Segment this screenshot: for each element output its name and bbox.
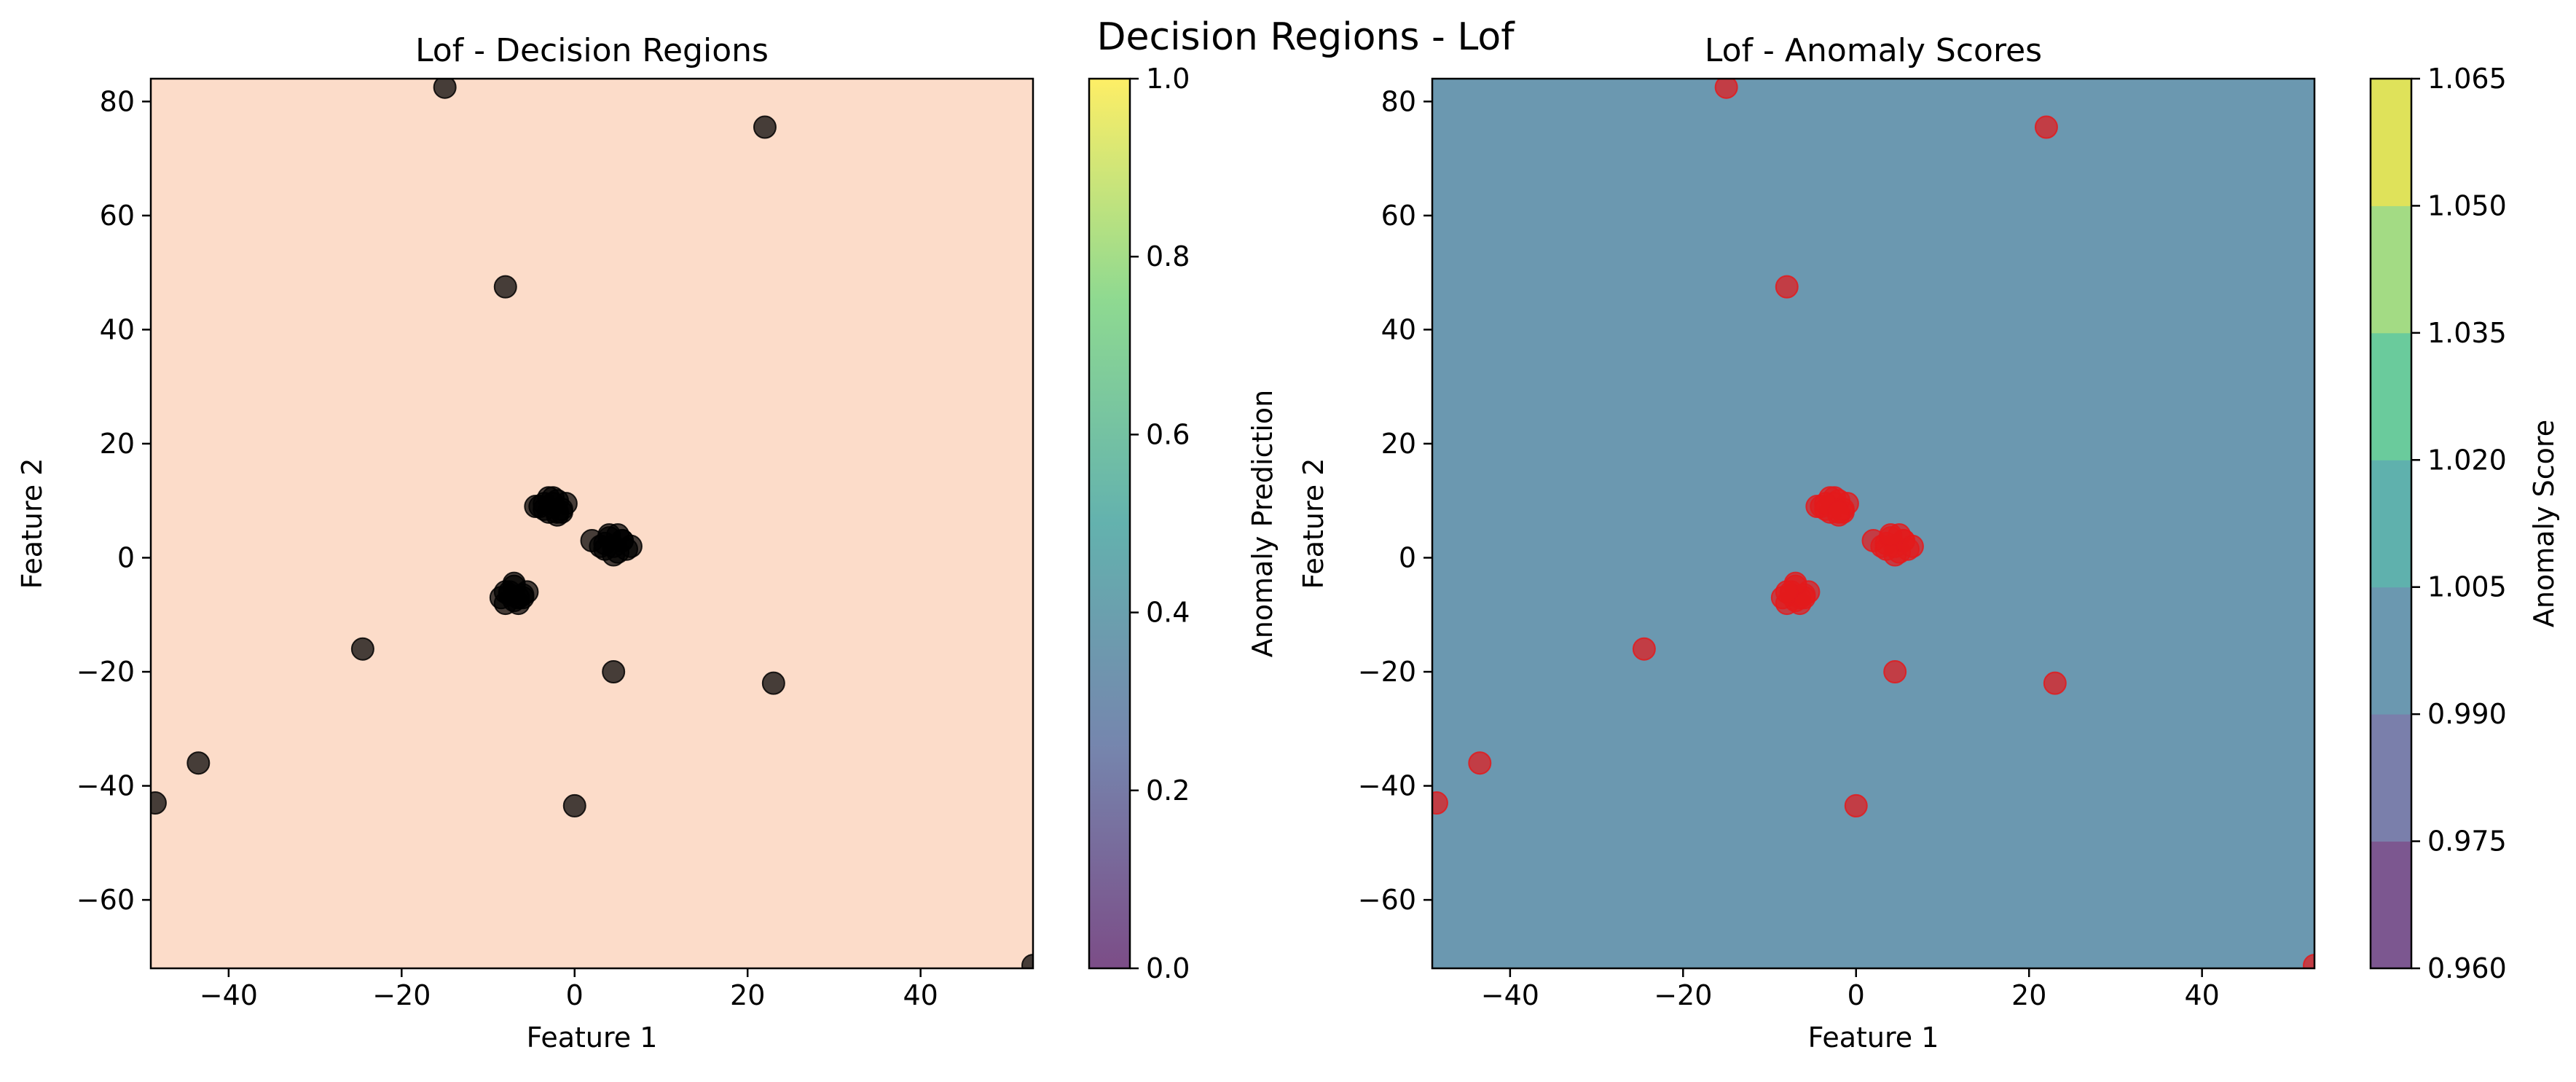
colorbar-level bbox=[2371, 714, 2411, 842]
colorbar-frame bbox=[1088, 77, 1131, 970]
data-point bbox=[1021, 954, 1033, 968]
colorbar-tick-label: 0.6 bbox=[1146, 418, 1190, 450]
data-point bbox=[1900, 534, 1924, 558]
y-axis-label: Feature 2 bbox=[1297, 458, 1330, 589]
colorbar-level bbox=[2371, 841, 2411, 969]
data-points bbox=[1432, 79, 2314, 968]
colorbar-level bbox=[2371, 79, 2411, 206]
y-tick-label: 80 bbox=[100, 85, 135, 117]
y-tick-label: 0 bbox=[117, 541, 135, 573]
y-tick-label: −20 bbox=[1358, 656, 1416, 688]
colorbar-tick-label: 0.2 bbox=[1146, 775, 1190, 807]
data-point bbox=[1827, 500, 1851, 524]
y-tick-label: −60 bbox=[1358, 884, 1416, 916]
data-points bbox=[151, 79, 1033, 968]
data-point bbox=[433, 79, 457, 99]
y-tick-label: −40 bbox=[1358, 770, 1416, 802]
data-point bbox=[2034, 115, 2058, 139]
y-tick-label: 40 bbox=[100, 313, 135, 345]
x-tick-label: −40 bbox=[1481, 979, 1539, 1011]
colorbar-tick-label: 1.0 bbox=[1146, 63, 1190, 95]
data-point bbox=[2303, 954, 2314, 968]
colorbar-label: Anomaly Score bbox=[2528, 420, 2560, 627]
colorbar-level bbox=[2371, 332, 2411, 460]
data-point bbox=[761, 671, 785, 695]
colorbar-frame bbox=[2369, 77, 2413, 970]
colorbar-tick-label: 1.020 bbox=[2427, 444, 2507, 476]
y-tick-label: −20 bbox=[76, 656, 135, 688]
data-point bbox=[753, 115, 777, 139]
chart-panel-1: −40 −20 0 20 40 −60 −40 −20 0 20 40 60 80 Lof - Decis… bbox=[16, 32, 1279, 1054]
data-point bbox=[602, 660, 626, 683]
y-tick-label: −60 bbox=[76, 884, 135, 916]
colorbar-tick-label: 0.975 bbox=[2427, 826, 2507, 858]
decision-region-background bbox=[1432, 79, 2314, 968]
figure-suptitle: Decision Regions - Lof bbox=[1096, 15, 1515, 59]
data-point bbox=[619, 534, 643, 558]
data-point bbox=[1432, 791, 1448, 815]
colorbar-tick-label: 0.8 bbox=[1146, 240, 1190, 273]
y-tick-label: 60 bbox=[100, 200, 135, 232]
data-point bbox=[597, 523, 621, 547]
y-tick-label: 40 bbox=[1381, 313, 1416, 345]
colorbar-tick-label: 1.065 bbox=[2427, 63, 2507, 95]
chart-title: Lof - Anomaly Scores bbox=[1705, 32, 2042, 69]
x-axis-label: Feature 1 bbox=[527, 1022, 658, 1054]
x-tick-label: 20 bbox=[730, 979, 765, 1011]
x-tick-label: 40 bbox=[2184, 979, 2219, 1011]
x-tick-label: −20 bbox=[372, 979, 431, 1011]
data-point bbox=[1883, 660, 1907, 683]
colorbar-level bbox=[2371, 205, 2411, 334]
x-tick-label: 20 bbox=[2011, 979, 2046, 1011]
y-tick-label: 20 bbox=[100, 428, 135, 460]
decision-region-background bbox=[151, 79, 1033, 968]
data-point bbox=[1844, 793, 1868, 818]
x-tick-label: −20 bbox=[1654, 979, 1712, 1011]
colorbar-label: Anomaly Prediction bbox=[1246, 390, 1279, 658]
y-tick-label: 20 bbox=[1381, 428, 1416, 460]
chart-panel-2: −40 −20 0 20 40 −60 −40 −20 0 20 40 60 80 Lof - Anoma… bbox=[1297, 32, 2560, 1054]
data-point bbox=[151, 791, 167, 815]
colorbar-tick-label: 0.4 bbox=[1146, 597, 1190, 629]
colorbar-tick-label: 0.960 bbox=[2427, 952, 2507, 984]
plot-frame bbox=[1431, 77, 2316, 970]
colorbar: 0.0 0.2 0.4 0.6 0.8 1.0 Anomaly Prediction bbox=[1088, 63, 1279, 984]
colorbar: 0.960 0.975 0.990 1.005 1.020 1.035 1.050 1.065… bbox=[2369, 63, 2560, 984]
data-point bbox=[546, 500, 570, 524]
colorbar-level bbox=[2371, 460, 2411, 588]
data-point bbox=[350, 637, 374, 661]
data-point bbox=[493, 275, 517, 299]
colorbar-level bbox=[2371, 587, 2411, 715]
y-tick-label: 0 bbox=[1399, 541, 1416, 573]
data-point bbox=[1468, 751, 1492, 775]
x-tick-label: −40 bbox=[200, 979, 258, 1011]
y-tick-label: 80 bbox=[1381, 85, 1416, 117]
colorbar-tick-label: 0.0 bbox=[1146, 952, 1190, 984]
data-point bbox=[186, 751, 211, 775]
y-tick-label: 60 bbox=[1381, 200, 1416, 232]
colorbar-tick-label: 1.035 bbox=[2427, 317, 2507, 349]
data-point bbox=[1879, 523, 1903, 547]
data-point bbox=[1632, 637, 1656, 661]
colorbar-tick-label: 1.005 bbox=[2427, 571, 2507, 603]
data-point bbox=[2043, 671, 2067, 695]
x-axis-label: Feature 1 bbox=[1808, 1022, 1939, 1054]
data-point bbox=[1714, 79, 1738, 99]
x-tick-label: 40 bbox=[903, 979, 938, 1011]
colorbar-tick-label: 0.990 bbox=[2427, 698, 2507, 730]
data-point bbox=[1775, 580, 1799, 604]
colorbar-fill bbox=[1089, 79, 1130, 968]
x-tick-label: 0 bbox=[566, 979, 584, 1011]
data-point bbox=[562, 793, 586, 818]
x-tick-label: 0 bbox=[1847, 979, 1865, 1011]
y-axis-label: Feature 2 bbox=[16, 458, 48, 589]
chart-title: Lof - Decision Regions bbox=[415, 32, 769, 69]
data-point bbox=[1775, 275, 1799, 299]
y-tick-label: −40 bbox=[76, 770, 135, 802]
plot-frame bbox=[149, 77, 1034, 970]
colorbar-tick-label: 1.050 bbox=[2427, 189, 2507, 222]
data-point bbox=[493, 580, 517, 604]
